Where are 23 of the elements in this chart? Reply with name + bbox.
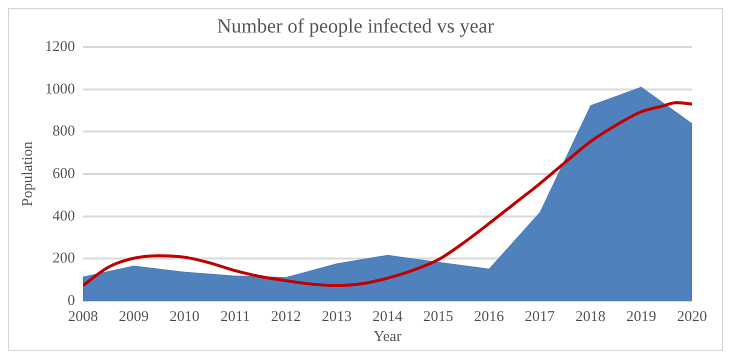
- x-tick-label: 2019: [626, 308, 656, 325]
- y-tick-label: 600: [52, 166, 75, 182]
- y-tick-label: 400: [52, 208, 75, 224]
- y-axis-title: Population: [20, 141, 36, 207]
- x-tick-label: 2011: [220, 308, 250, 325]
- y-tick-label: 800: [52, 124, 75, 140]
- x-tick-label: 2013: [322, 308, 352, 325]
- x-axis-title: Year: [374, 328, 402, 345]
- y-tick-label: 1000: [45, 81, 75, 98]
- x-tick-label: 2017: [524, 308, 556, 325]
- x-tick-label: 2012: [271, 308, 301, 325]
- x-tick-label: 2016: [474, 308, 504, 325]
- x-tick-label: 2018: [576, 308, 606, 325]
- y-tick-label: 200: [52, 250, 75, 267]
- chart-title: Number of people infected vs year: [216, 15, 494, 38]
- x-tick-label: 2015: [423, 308, 454, 325]
- x-tick-label: 2020: [677, 308, 707, 325]
- x-tick-label: 2014: [372, 308, 403, 325]
- x-tick-label: 2008: [68, 308, 98, 325]
- y-tick-label: 1200: [45, 38, 75, 55]
- x-tick-label: 2010: [170, 308, 200, 325]
- x-tick-label: 2009: [118, 308, 149, 325]
- y-tick-label: 0: [68, 292, 75, 309]
